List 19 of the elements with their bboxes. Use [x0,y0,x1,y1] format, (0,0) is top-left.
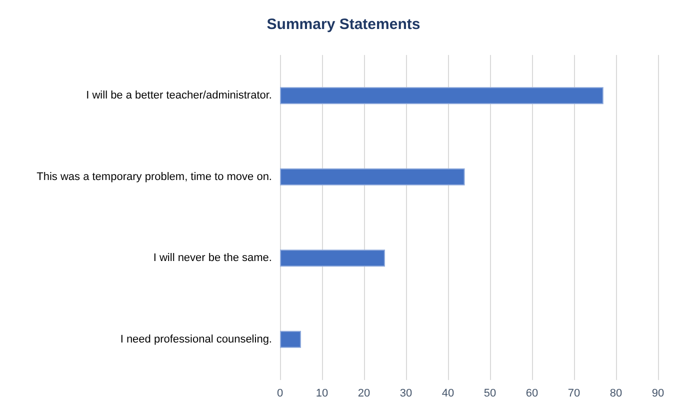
y-tick-label: I will never be the same. [153,252,272,264]
bar [280,87,604,104]
x-tick-label: 10 [316,388,328,400]
x-tick-label: 90 [652,388,664,400]
x-tick-label: 0 [276,388,284,400]
y-tick-label: This was a temporary problem, time to move on. [36,170,272,183]
y-tick-label: I need professional counseling. [120,333,272,346]
chart-title: Summary Statements [266,16,420,33]
x-tick-label: 40 [442,388,454,400]
x-tick-label: 80 [610,388,622,400]
x-tick-label: 20 [358,388,370,400]
x-tick-label: 50 [484,388,496,400]
x-tick-label: 60 [526,388,538,400]
x-tick-label: 30 [400,388,412,400]
y-tick-label: I will be a better teacher/administrator. [86,90,272,102]
bar [280,330,301,348]
x-tick-label: 70 [568,388,580,400]
bar [280,250,385,267]
bar [280,168,465,186]
